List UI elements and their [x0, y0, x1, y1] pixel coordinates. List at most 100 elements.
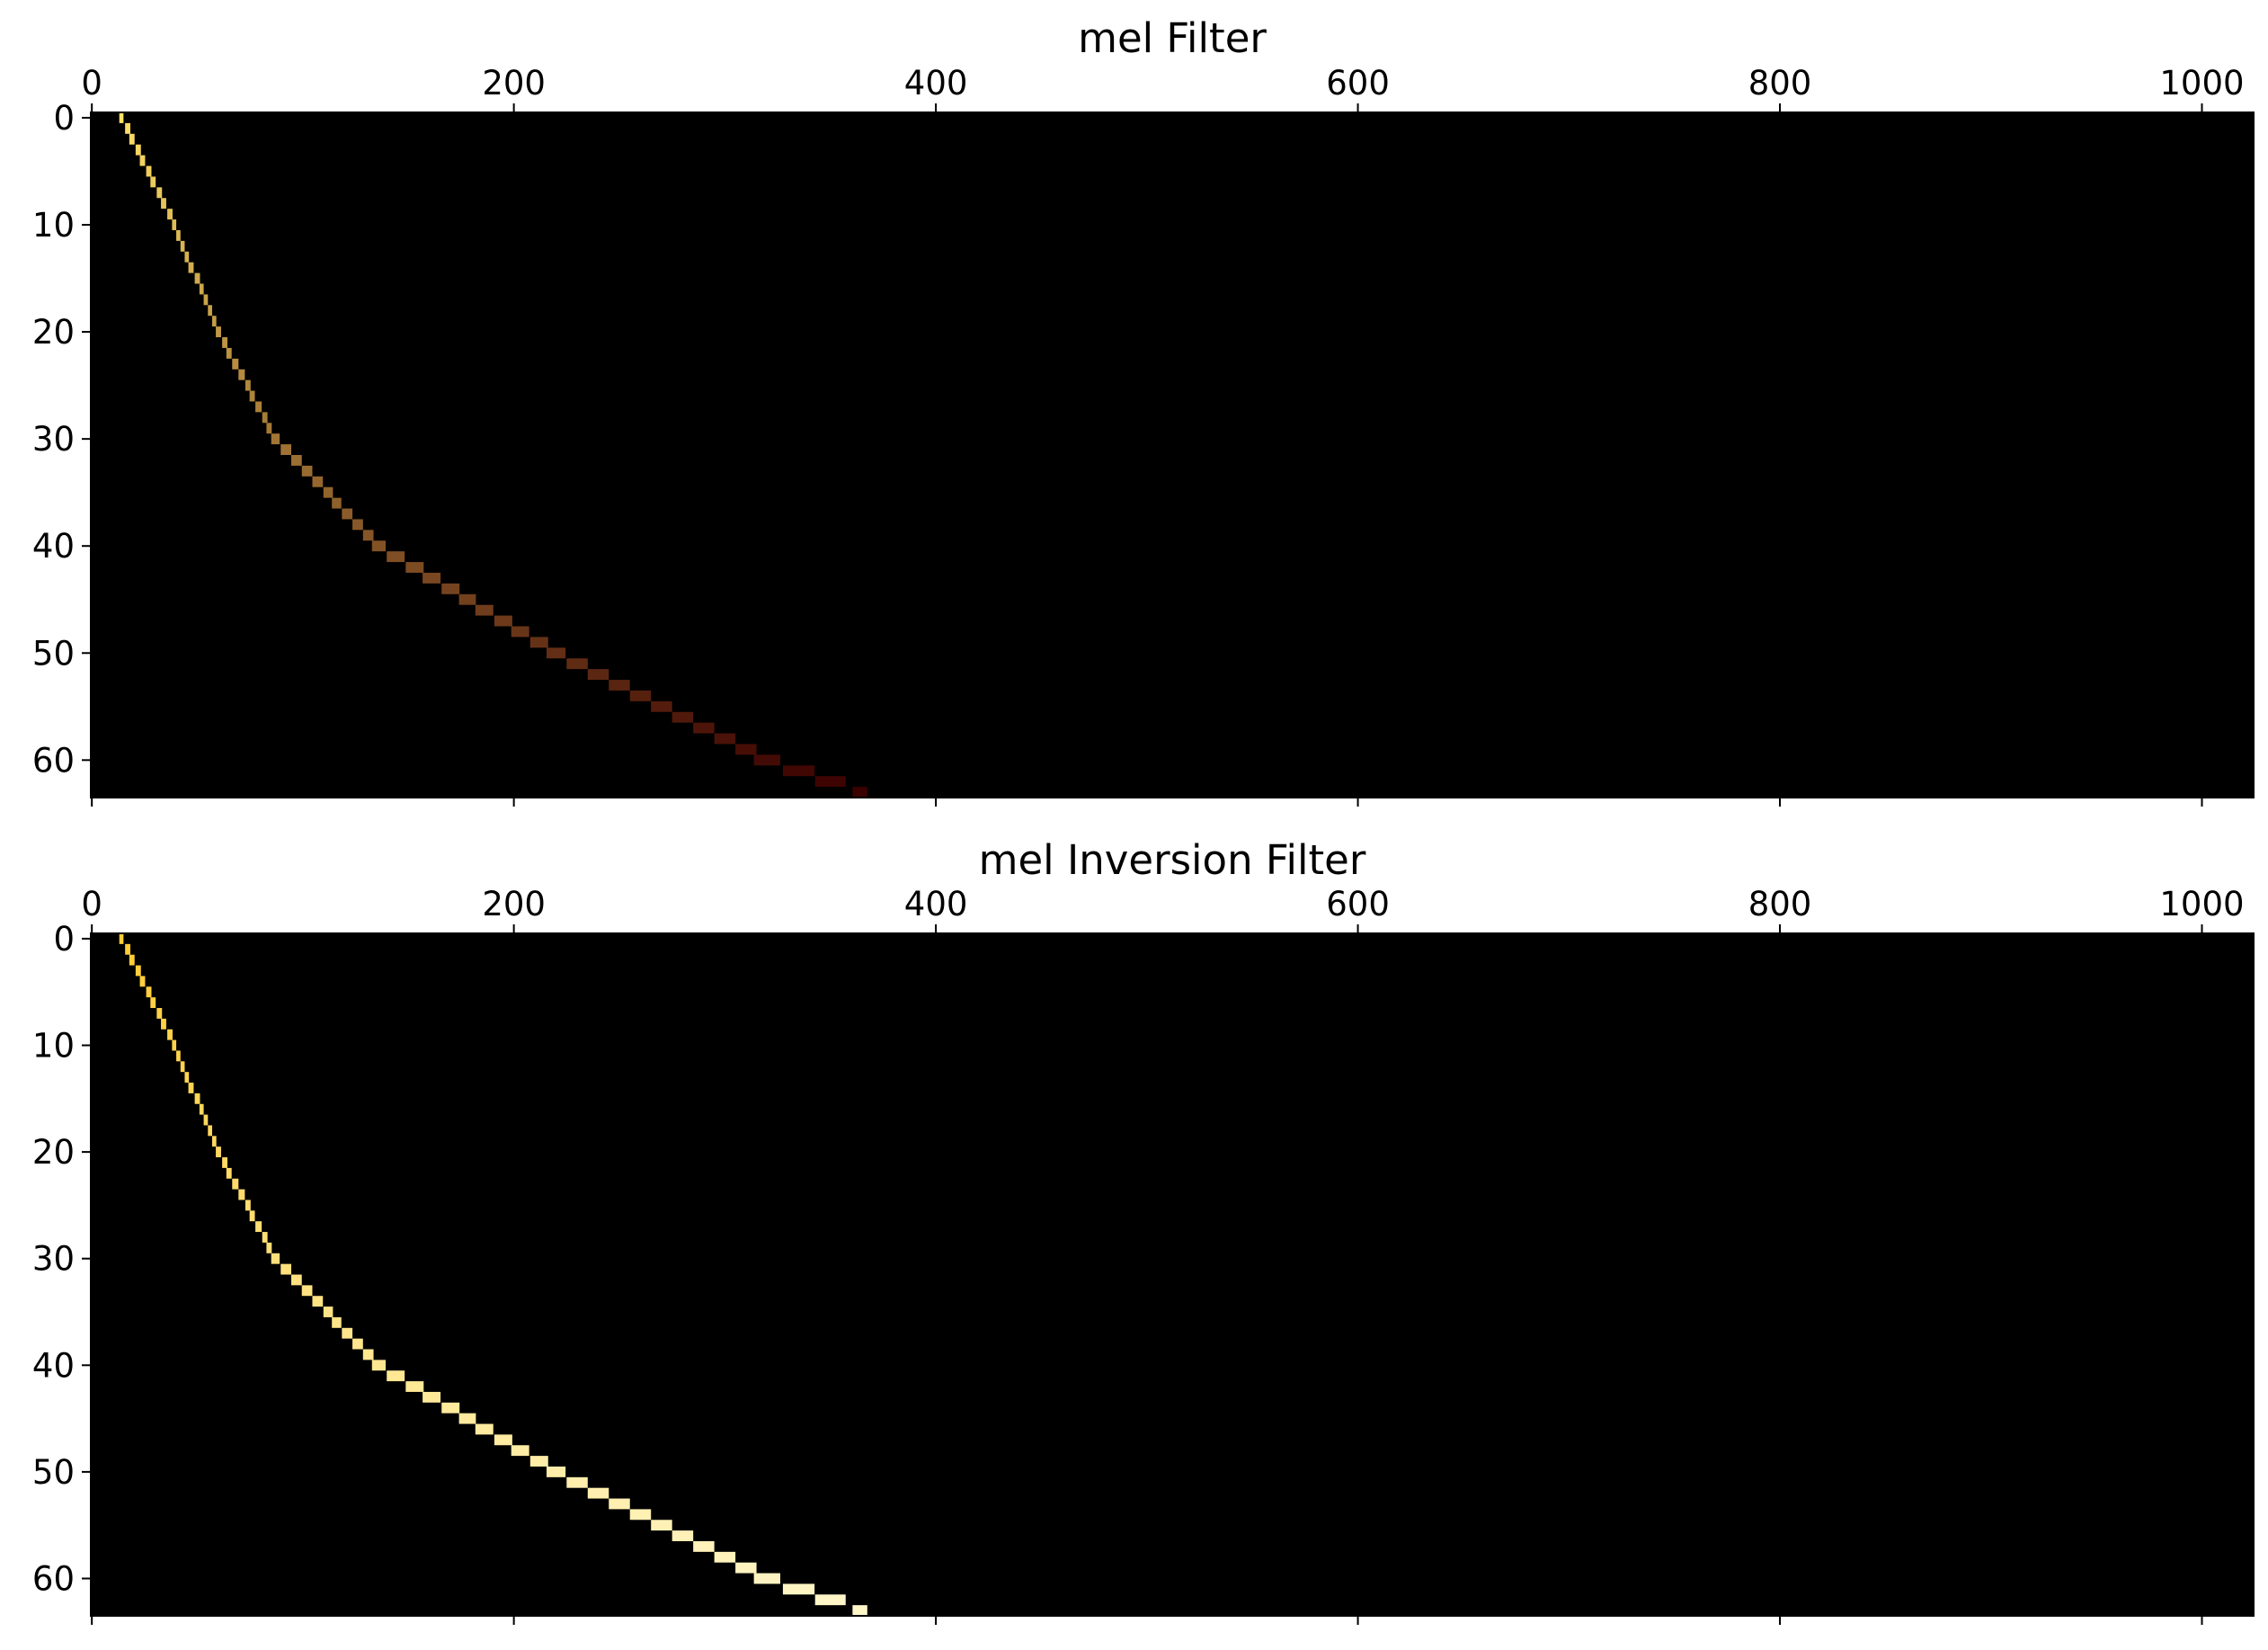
filter-cell [290, 455, 302, 466]
filter-cell [203, 1114, 209, 1126]
filter-cell [332, 1316, 342, 1328]
y-tick-label: 50 [32, 1453, 75, 1492]
filter-cell [172, 219, 177, 230]
filter-cell [547, 647, 566, 659]
filter-cell [245, 1200, 251, 1211]
filter-cell [312, 1296, 324, 1307]
y-tick-label: 60 [32, 1559, 75, 1598]
filter-cell [547, 1466, 566, 1477]
filter-cell [342, 508, 353, 520]
filter-cell [208, 1125, 212, 1137]
chart-title: mel Filter [1078, 14, 1267, 62]
filter-cell [211, 1136, 217, 1147]
filter-cell [511, 626, 529, 638]
filter-cell [629, 1509, 652, 1521]
filter-cell [146, 986, 152, 998]
filter-cell [693, 1540, 715, 1552]
filter-cell [139, 976, 146, 987]
filter-cell [216, 1146, 221, 1158]
filter-cell [672, 711, 694, 723]
filter-cell [156, 1008, 163, 1019]
plot-background [91, 112, 2254, 798]
filter-cell [245, 379, 251, 391]
filter-cell [194, 1093, 200, 1104]
x-tick-label: 400 [904, 885, 968, 923]
filter-cell [458, 593, 476, 605]
filter-cell [139, 155, 146, 166]
filter-cell [387, 1370, 405, 1382]
x-tick-label: 200 [482, 64, 546, 103]
filter-cell [119, 933, 124, 944]
filter-cell [475, 604, 494, 616]
filter-cell [609, 680, 630, 691]
filter-cell [249, 390, 255, 402]
filter-cell [422, 572, 441, 584]
filter-cell [422, 1391, 441, 1403]
filter-cell [216, 326, 221, 338]
filter-cell [405, 562, 424, 573]
filter-cell [167, 209, 173, 220]
filter-cell [629, 690, 652, 701]
filter-cell [184, 1072, 190, 1084]
filter-cell [342, 1327, 353, 1339]
filter-cell [352, 519, 363, 531]
filter-cell [280, 1263, 291, 1275]
y-tick-label: 20 [32, 1133, 75, 1172]
filter-cell [814, 1594, 846, 1606]
filter-cell [511, 1445, 529, 1457]
x-tick-label: 400 [904, 64, 968, 103]
filter-cell [146, 165, 152, 177]
filter-cell [852, 787, 867, 798]
plot-frame [90, 932, 2255, 1617]
filter-cell [362, 1349, 374, 1360]
y-tick-label: 30 [32, 1240, 75, 1279]
filter-cell [150, 176, 156, 188]
x-tick-label: 200 [482, 885, 546, 923]
y-tick-label: 50 [32, 634, 75, 673]
filter-cell [312, 476, 324, 487]
filter-cell [208, 305, 212, 317]
filter-cell [129, 954, 135, 966]
filter-cell [255, 1221, 262, 1233]
filter-cell [693, 722, 715, 734]
filter-cell [188, 262, 194, 273]
filter-cell [222, 1157, 227, 1168]
filter-cell [371, 540, 387, 552]
filter-cell [301, 465, 313, 477]
filter-cell [405, 1381, 424, 1392]
plot-frame [90, 111, 2255, 798]
filter-cell [587, 1487, 609, 1499]
y-tick-label: 20 [32, 313, 75, 352]
filter-cell [232, 358, 239, 370]
filter-cell [203, 294, 209, 306]
filter-cell [323, 1307, 334, 1317]
x-tick-label: 1000 [2159, 885, 2244, 923]
filter-cell [226, 347, 232, 359]
filter-cell [271, 433, 280, 445]
filter-cell [735, 744, 757, 755]
y-tick-label: 10 [32, 206, 75, 245]
filter-cell [475, 1423, 494, 1435]
filter-cell [211, 316, 217, 327]
y-tick-label: 60 [32, 741, 75, 780]
y-tick-label: 0 [53, 99, 75, 138]
filter-cell [184, 251, 190, 263]
filter-cell [714, 1551, 736, 1563]
filter-cell [753, 754, 780, 766]
filter-cell [176, 1050, 181, 1062]
filter-cell [266, 1242, 272, 1253]
filter-cell [129, 133, 135, 145]
chart-title: mel Inversion Filter [979, 836, 1366, 884]
filter-cell [119, 112, 124, 123]
y-tick-label: 10 [32, 1027, 75, 1066]
y-tick-label: 40 [32, 1346, 75, 1385]
filter-cell [156, 187, 163, 199]
filter-cell [249, 1210, 255, 1222]
filter-cell [814, 776, 846, 788]
filter-cell [232, 1178, 239, 1190]
filter-cell [782, 765, 815, 777]
filter-cell [651, 700, 672, 712]
filter-cell [494, 615, 512, 627]
filter-cell [180, 1061, 185, 1073]
x-tick-label: 600 [1326, 885, 1390, 923]
